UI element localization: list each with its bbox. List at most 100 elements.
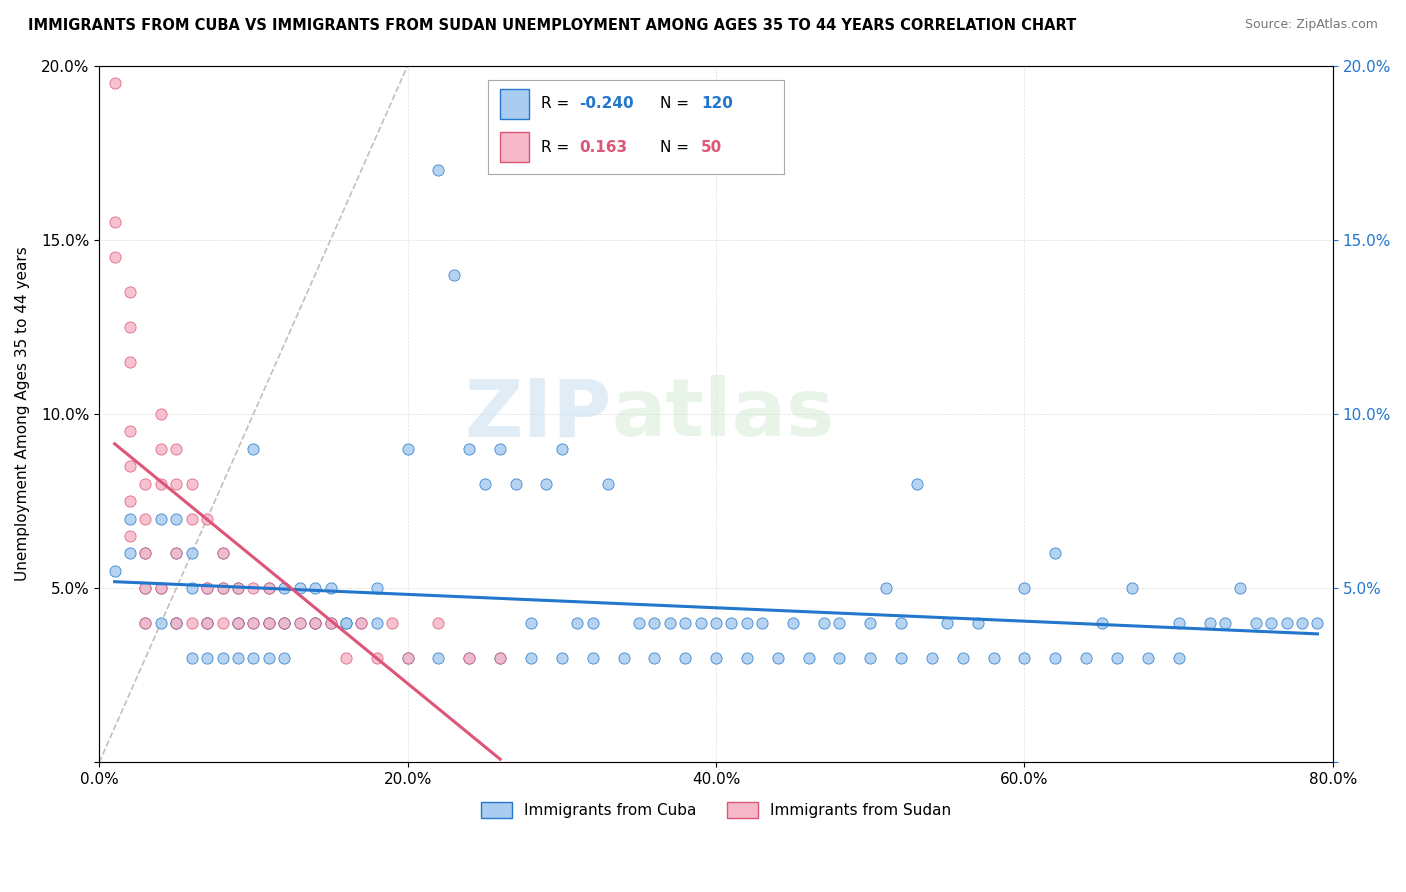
Point [766,651,789,665]
Point [536,476,558,491]
Point [165,511,187,525]
Point [118,511,141,525]
Point [643,616,665,631]
Point [118,459,141,474]
Point [366,581,388,595]
Point [875,581,897,595]
Point [319,616,342,631]
Point [273,651,295,665]
Point [828,616,851,631]
Point [149,581,172,595]
Point [118,319,141,334]
Point [134,546,156,560]
Point [226,581,249,595]
Point [226,616,249,631]
Point [474,476,496,491]
Point [735,651,758,665]
Text: atlas: atlas [612,375,834,453]
Point [149,581,172,595]
Point [195,581,218,595]
Point [551,651,574,665]
Point [319,616,342,631]
Point [1076,651,1098,665]
Point [165,616,187,631]
Point [797,651,820,665]
Point [211,546,233,560]
Point [582,616,605,631]
Point [952,651,974,665]
Point [567,616,589,631]
Point [242,616,264,631]
Point [257,616,280,631]
Point [1244,616,1267,631]
Point [1306,616,1329,631]
Point [257,581,280,595]
Point [165,442,187,456]
Point [195,581,218,595]
Legend: Immigrants from Cuba, Immigrants from Sudan: Immigrants from Cuba, Immigrants from Su… [475,797,957,824]
Point [1014,581,1036,595]
Point [1167,651,1189,665]
Point [1167,616,1189,631]
Point [134,581,156,595]
Point [859,651,882,665]
Point [905,476,928,491]
Point [242,581,264,595]
Point [890,651,912,665]
Point [288,616,311,631]
Point [751,616,773,631]
Point [1136,651,1159,665]
Point [859,616,882,631]
Point [658,616,681,631]
Point [1045,546,1067,560]
Point [936,616,959,631]
Point [149,407,172,421]
Point [520,651,543,665]
Point [813,616,835,631]
Text: ZIP: ZIP [464,375,612,453]
Point [1275,616,1298,631]
Point [257,651,280,665]
Point [582,651,605,665]
Point [195,616,218,631]
Point [242,651,264,665]
Point [335,616,357,631]
Point [180,546,202,560]
Point [458,442,481,456]
Point [273,616,295,631]
Point [104,250,127,264]
Point [612,651,634,665]
Point [226,581,249,595]
Point [396,651,419,665]
Point [689,616,711,631]
Point [458,651,481,665]
Point [304,581,326,595]
Point [180,476,202,491]
Point [304,616,326,631]
Point [489,651,512,665]
Point [195,616,218,631]
Point [458,651,481,665]
Point [427,163,450,178]
Point [195,616,218,631]
Point [180,616,202,631]
Point [104,76,127,90]
Point [195,651,218,665]
Point [242,616,264,631]
Point [735,616,758,631]
Point [118,355,141,369]
Point [257,581,280,595]
Point [134,511,156,525]
Point [1045,651,1067,665]
Point [242,442,264,456]
Point [319,581,342,595]
Point [165,616,187,631]
Point [288,581,311,595]
Point [1105,651,1128,665]
Point [118,494,141,508]
Point [104,564,127,578]
Point [165,616,187,631]
Point [304,616,326,631]
Point [149,511,172,525]
Point [180,581,202,595]
